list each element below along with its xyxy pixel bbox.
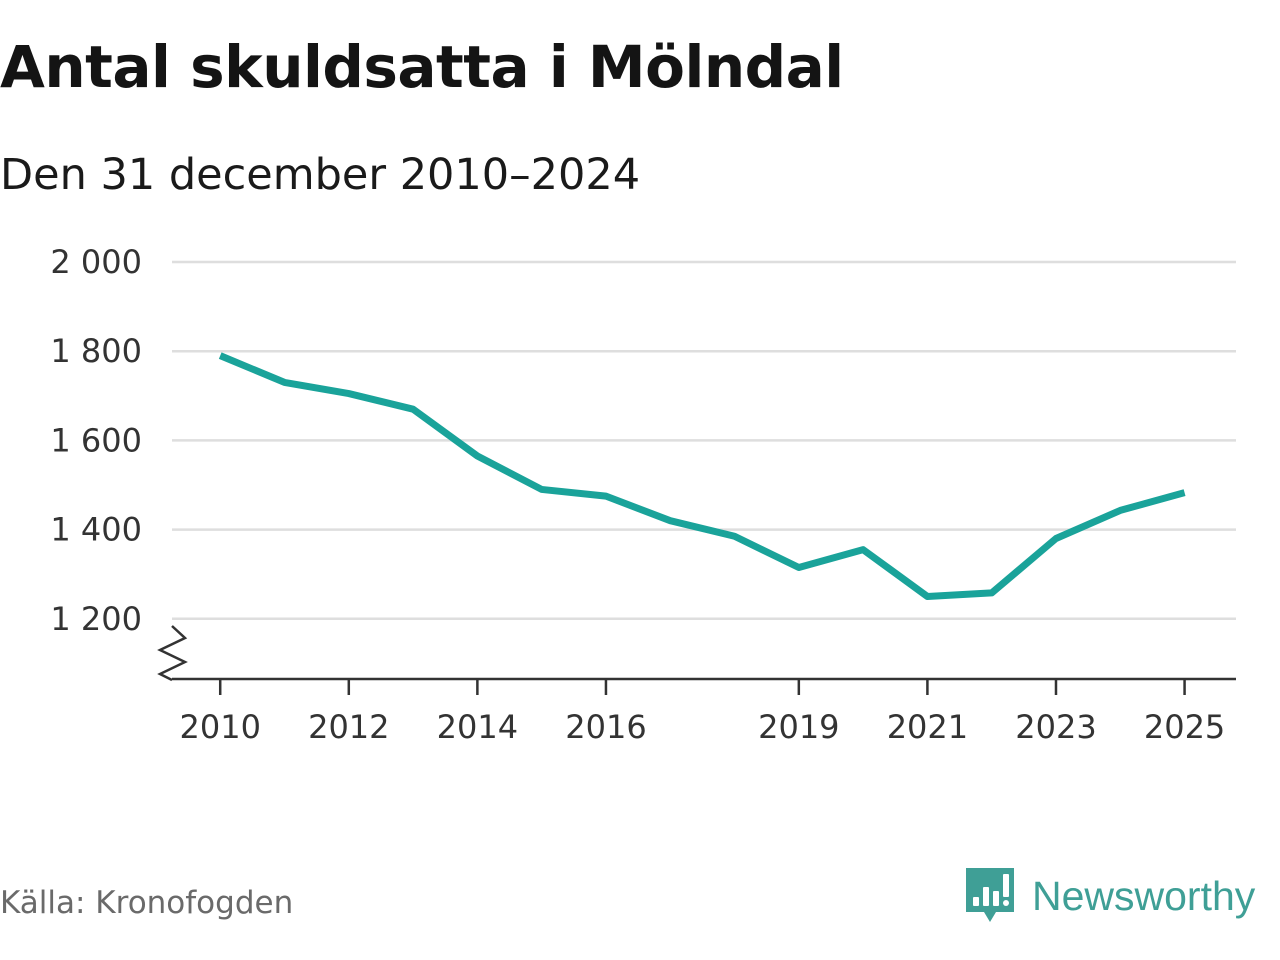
x-tick-label: 2016 — [565, 708, 646, 746]
data-point-2016 — [602, 493, 609, 500]
data-point-2015 — [538, 486, 545, 493]
data-point-2018 — [731, 533, 738, 540]
data-point-2014 — [474, 453, 481, 460]
data-point-2017 — [667, 517, 674, 524]
x-tick-label: 2021 — [887, 708, 968, 746]
chart-subtitle: Den 31 december 2010–2024 — [0, 150, 641, 200]
y-tick-label: 1 600 — [50, 421, 142, 459]
brand-name: Newsworthy — [1032, 872, 1256, 919]
data-point-2012 — [345, 390, 352, 397]
data-point-2013 — [410, 406, 417, 413]
newsworthy-logo-icon — [966, 868, 1014, 922]
x-tick-label: 2023 — [1015, 708, 1096, 746]
data-point-2022 — [988, 589, 995, 596]
gridlines — [172, 260, 1236, 621]
y-tick-label: 1 400 — [50, 511, 142, 549]
data-point-2025 — [1181, 489, 1188, 496]
brand-logo: Newsworthy — [964, 866, 1255, 926]
data-point-2021 — [924, 593, 931, 600]
data-point-2024 — [1117, 507, 1124, 514]
axis-break-marker — [157, 625, 188, 682]
x-tick-label: 2025 — [1144, 708, 1225, 746]
y-tick-label: 1 200 — [50, 600, 142, 638]
data-point-2023 — [1052, 535, 1059, 542]
x-tick-label: 2012 — [308, 708, 389, 746]
axes — [157, 625, 1236, 695]
series-layer — [217, 352, 1188, 600]
y-tick-label: 2 000 — [50, 243, 142, 281]
source-note: Källa: Kronofogden — [0, 885, 294, 921]
series-line-0 — [218, 352, 1186, 600]
data-point-2019 — [795, 564, 802, 571]
data-point-2011 — [281, 379, 288, 386]
data-point-2010 — [217, 352, 224, 359]
tick-labels: 1 200 1 400 1 600 1 800 2 000 2010 2012 2014 201… — [50, 243, 1225, 746]
data-point-2020 — [860, 546, 867, 553]
y-tick-label: 1 800 — [50, 332, 142, 370]
chart-title: Antal skuldsatta i Mölndal — [0, 33, 844, 101]
x-tick-label: 2010 — [179, 708, 260, 746]
x-tick-label: 2014 — [437, 708, 518, 746]
x-tick-label: 2019 — [758, 708, 839, 746]
